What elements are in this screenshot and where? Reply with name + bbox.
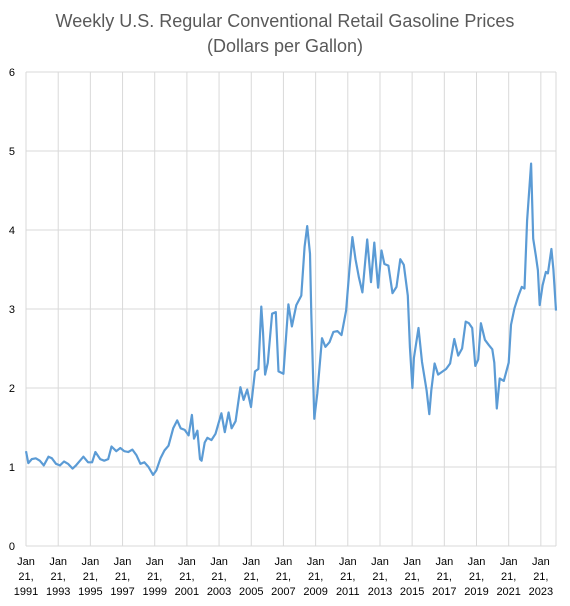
y-tick-label: 4 xyxy=(9,225,15,237)
x-tick-label-line: 2005 xyxy=(239,586,263,598)
x-tick-label-line: Jan xyxy=(17,556,35,568)
y-tick-label: 1 xyxy=(9,462,15,474)
x-tick-label-line: 2007 xyxy=(271,586,295,598)
x-tick-label: Jan 21, 2017 xyxy=(432,556,456,598)
x-tick-label-line: 21, xyxy=(276,571,291,583)
x-tick-label: Jan 21, 2011 xyxy=(336,556,360,598)
x-tick-label-line: 21, xyxy=(51,571,66,583)
x-tick-label-line: 2021 xyxy=(496,586,520,598)
x-tick-label-line: Jan xyxy=(339,556,357,568)
x-tick-label-line: 21, xyxy=(244,571,259,583)
y-tick-label: 3 xyxy=(9,304,15,316)
x-tick-label-line: Jan xyxy=(307,556,325,568)
x-tick-label: Jan 21, 1995 xyxy=(78,556,102,598)
x-tick-label-line: 2009 xyxy=(303,586,327,598)
x-tick-label-line: 21, xyxy=(437,571,452,583)
x-tick-label-line: 21, xyxy=(404,571,419,583)
x-tick-label-line: 21, xyxy=(179,571,194,583)
x-tick-label: Jan 21, 1991 xyxy=(14,556,38,598)
y-tick-label: 0 xyxy=(9,541,15,553)
y-tick-label: 5 xyxy=(9,146,15,158)
x-tick-label-line: 1991 xyxy=(14,586,38,598)
x-tick-label-line: Jan xyxy=(532,556,550,568)
x-tick-label-line: 2003 xyxy=(207,586,231,598)
x-tick-label-line: Jan xyxy=(500,556,518,568)
y-tick-label: 2 xyxy=(9,383,15,395)
x-tick-label-line: Jan xyxy=(468,556,486,568)
x-tick-label: Jan 21, 2019 xyxy=(464,556,488,598)
x-tick-label-line: 2023 xyxy=(529,586,553,598)
x-tick-label: Jan 21, 2021 xyxy=(496,556,520,598)
x-tick-label: Jan 21, 2001 xyxy=(175,556,199,598)
x-tick-label-line: Jan xyxy=(81,556,99,568)
x-tick-label-line: 2013 xyxy=(368,586,392,598)
x-tick-label: Jan 21, 1993 xyxy=(46,556,70,598)
x-tick-label-line: Jan xyxy=(242,556,260,568)
x-tick-label-line: 1999 xyxy=(142,586,166,598)
x-tick-label-line: 21, xyxy=(211,571,226,583)
x-tick-label-line: 21, xyxy=(115,571,130,583)
x-tick-label-line: 2017 xyxy=(432,586,456,598)
x-tick-label-line: 21, xyxy=(469,571,484,583)
x-tick-label-line: Jan xyxy=(49,556,67,568)
x-tick-label-line: 2015 xyxy=(400,586,424,598)
x-tick-label: Jan 21, 2013 xyxy=(368,556,392,598)
x-tick-label: Jan 21, 2009 xyxy=(303,556,327,598)
x-tick-label: Jan 21, 1997 xyxy=(110,556,134,598)
x-tick-label-line: 21, xyxy=(372,571,387,583)
y-tick-label: 6 xyxy=(9,67,15,79)
x-tick-label-line: 21, xyxy=(340,571,355,583)
x-tick-label-line: 21, xyxy=(18,571,33,583)
x-tick-label-line: 2011 xyxy=(336,586,360,598)
x-tick-label-line: Jan xyxy=(275,556,293,568)
x-tick-label-line: 1993 xyxy=(46,586,70,598)
x-tick-label: Jan 21, 2003 xyxy=(207,556,231,598)
x-tick-label-line: 2001 xyxy=(175,586,199,598)
x-tick-label-line: 2019 xyxy=(464,586,488,598)
x-axis-tick-labels: Jan 21, 1991 Jan 21, 1993 Jan 21, 1995 Jan 21, 1997… xyxy=(14,556,553,598)
x-tick-label-line: Jan xyxy=(178,556,196,568)
price-series-line xyxy=(24,162,558,476)
x-tick-label: Jan 21, 2005 xyxy=(239,556,263,598)
x-tick-label: Jan 21, 1999 xyxy=(142,556,166,598)
chart-title-line1: Weekly U.S. Regular Conventional Retail … xyxy=(56,11,515,31)
x-tick-label-line: Jan xyxy=(435,556,453,568)
x-tick-label-line: Jan xyxy=(210,556,228,568)
x-tick-label-line: 1997 xyxy=(110,586,134,598)
x-tick-label-line: 21, xyxy=(501,571,516,583)
x-tick-label-line: 21, xyxy=(147,571,162,583)
x-tick-label-line: Jan xyxy=(114,556,132,568)
x-tick-label-line: Jan xyxy=(403,556,421,568)
x-tick-label: Jan 21, 2023 xyxy=(529,556,553,598)
x-tick-label: Jan 21, 2007 xyxy=(271,556,295,598)
x-tick-label-line: 1995 xyxy=(78,586,102,598)
x-tick-label: Jan 21, 2015 xyxy=(400,556,424,598)
plot-area xyxy=(24,162,558,476)
x-tick-label-line: 21, xyxy=(83,571,98,583)
x-tick-label-line: Jan xyxy=(371,556,389,568)
x-tick-label-line: 21, xyxy=(308,571,323,583)
y-axis-tick-labels: 0 1 2 3 4 5 6 xyxy=(9,67,15,553)
chart-title-line2: (Dollars per Gallon) xyxy=(207,36,363,56)
gridlines xyxy=(25,71,557,547)
x-tick-label-line: Jan xyxy=(146,556,164,568)
x-tick-label-line: 21, xyxy=(533,571,548,583)
